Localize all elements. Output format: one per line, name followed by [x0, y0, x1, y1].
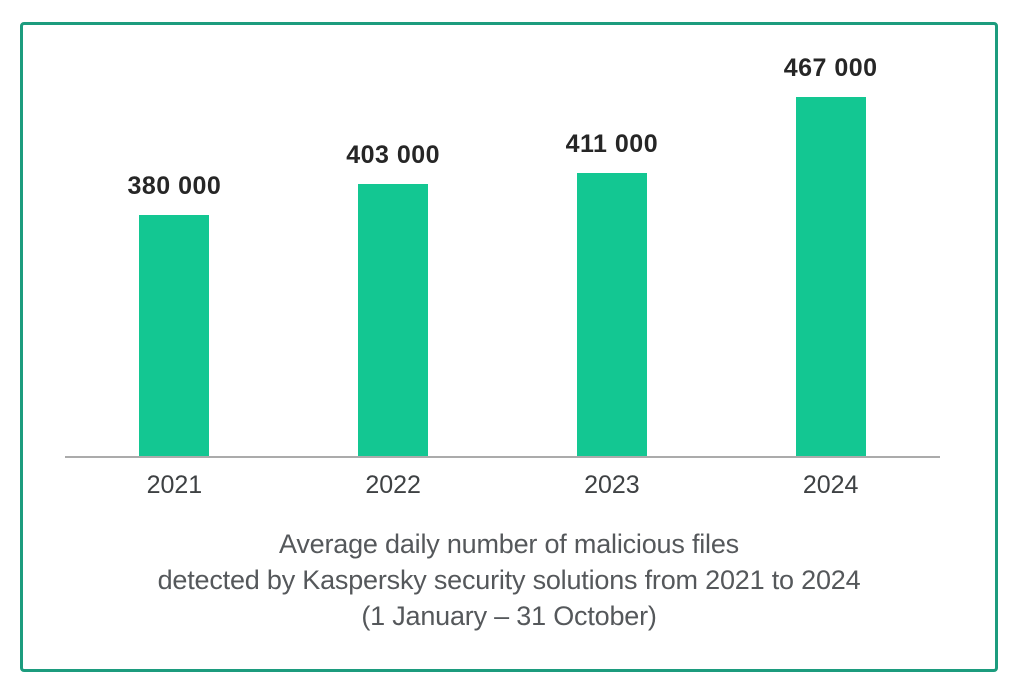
bar-value-label: 380 000: [127, 172, 222, 200]
bar-value-label: 403 000: [346, 141, 441, 169]
bar: [576, 173, 647, 456]
chart-title-line-3: (1 January – 31 October): [361, 601, 657, 631]
bar: [358, 184, 429, 456]
bar-group: 380 000: [65, 172, 284, 456]
bar-group: 467 000: [721, 54, 940, 456]
bar: [139, 215, 210, 456]
bar-value-label: 411 000: [565, 130, 659, 158]
chart-title-line-2: detected by Kaspersky security solutions…: [157, 565, 861, 595]
chart-frame: 380 000 403 000 411 000 467 000 2021 202…: [20, 22, 998, 672]
x-axis-tick-label: 2021: [146, 471, 203, 499]
chart-title-line-1: Average daily number of malicious files: [279, 529, 739, 559]
x-axis-tick-label: 2023: [584, 471, 640, 499]
x-axis-tick-label: 2022: [365, 471, 421, 499]
x-axis-line: [65, 456, 940, 458]
x-axis-labels: 2021 2022 2023 2024: [65, 458, 940, 500]
bar-value-label: 467 000: [783, 54, 878, 82]
bar-group: 411 000: [503, 130, 722, 456]
x-axis-tick-label: 2024: [802, 471, 859, 499]
chart-title: Average daily number of malicious files …: [23, 526, 995, 634]
bar-group: 403 000: [284, 141, 503, 456]
bar-chart: 380 000 403 000 411 000 467 000 2021 202…: [65, 54, 940, 500]
bar: [795, 97, 866, 456]
bars-area: 380 000 403 000 411 000 467 000: [65, 54, 940, 456]
